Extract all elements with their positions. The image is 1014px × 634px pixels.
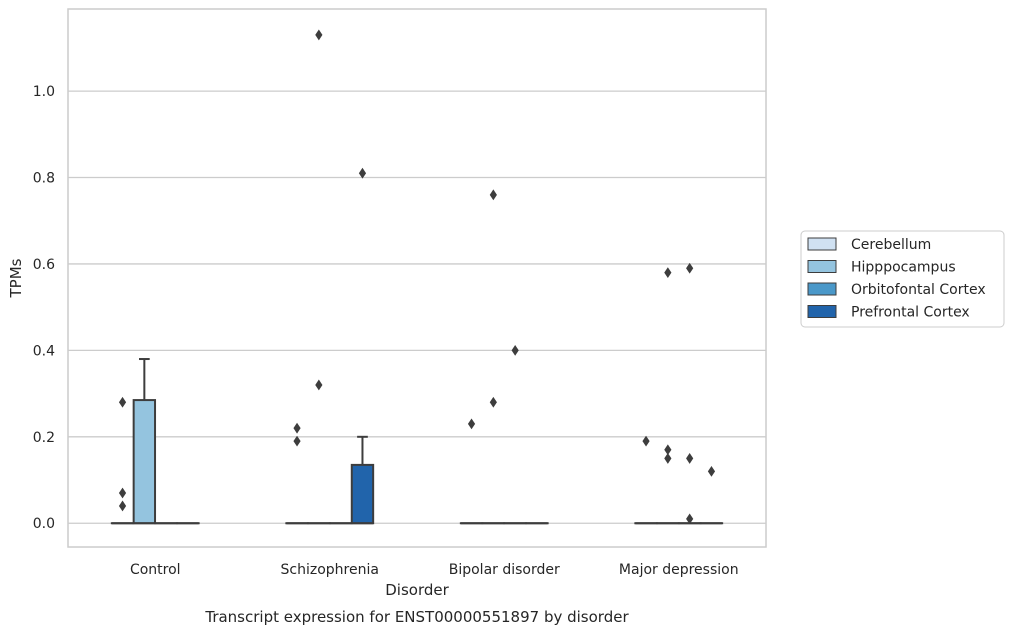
legend-swatch	[807, 305, 837, 318]
box	[350, 463, 375, 525]
outlier-point	[686, 262, 694, 274]
box	[132, 399, 157, 525]
outlier-point	[686, 513, 694, 525]
outlier-point	[707, 465, 716, 477]
x-tick-label: Schizophrenia	[281, 562, 379, 578]
chart-caption: Transcript expression for ENST0000055189…	[204, 608, 629, 626]
outlier-points	[118, 29, 716, 525]
legend-frame	[800, 230, 1005, 328]
plot-area-frame	[67, 8, 767, 548]
outlier-point	[664, 444, 672, 456]
legend-swatch	[807, 282, 837, 296]
outlier-point	[511, 344, 519, 356]
y-tick-label: 0.8	[33, 171, 55, 187]
legend-label: Cerebellum	[851, 237, 931, 253]
y-tick-label: 0.6	[33, 257, 55, 273]
outlier-point	[467, 418, 476, 430]
grid-lines	[68, 90, 766, 524]
y-tick-label: 0.4	[33, 343, 55, 359]
y-tick-labels: 0.0 0.2 0.4 0.6 0.8 1.0	[33, 84, 55, 532]
outlier-point	[315, 29, 323, 41]
outlier-point	[642, 435, 650, 447]
outlier-point	[118, 396, 127, 408]
x-tick-label: Major depression	[619, 562, 739, 578]
legend-label: Prefrontal Cortex	[851, 305, 970, 321]
outlier-point	[293, 422, 301, 434]
outlier-point	[664, 453, 672, 464]
legend-label: Hipppocampus	[851, 260, 956, 276]
outlier-point	[686, 453, 694, 464]
x-tick-labels: Control Schizophrenia Bipolar disorder Majo…	[130, 562, 739, 578]
legend-swatch	[807, 260, 837, 273]
outlier-point	[489, 189, 497, 201]
outlier-point	[315, 379, 323, 391]
legend-label: Orbitofontal Cortex	[851, 282, 986, 298]
x-tick-label: Control	[130, 562, 181, 578]
outlier-point	[118, 500, 127, 512]
legend-swatch	[807, 237, 837, 251]
x-tick-label: Bipolar disorder	[449, 562, 560, 578]
outlier-point	[664, 267, 672, 278]
x-axis-label: Disorder	[385, 581, 449, 599]
y-tick-label: 1.0	[33, 84, 55, 100]
box-plot-series	[110, 358, 724, 525]
outlier-point	[358, 167, 367, 179]
y-tick-label: 0.0	[33, 516, 55, 532]
y-tick-label: 0.2	[33, 430, 55, 446]
outlier-point	[118, 487, 127, 499]
outlier-point	[293, 435, 301, 447]
outlier-point	[489, 396, 497, 408]
y-axis-label: TPMs	[7, 258, 25, 298]
legend: Cerebellum Hipppocampus Orbitofontal Corte…	[800, 230, 1005, 328]
